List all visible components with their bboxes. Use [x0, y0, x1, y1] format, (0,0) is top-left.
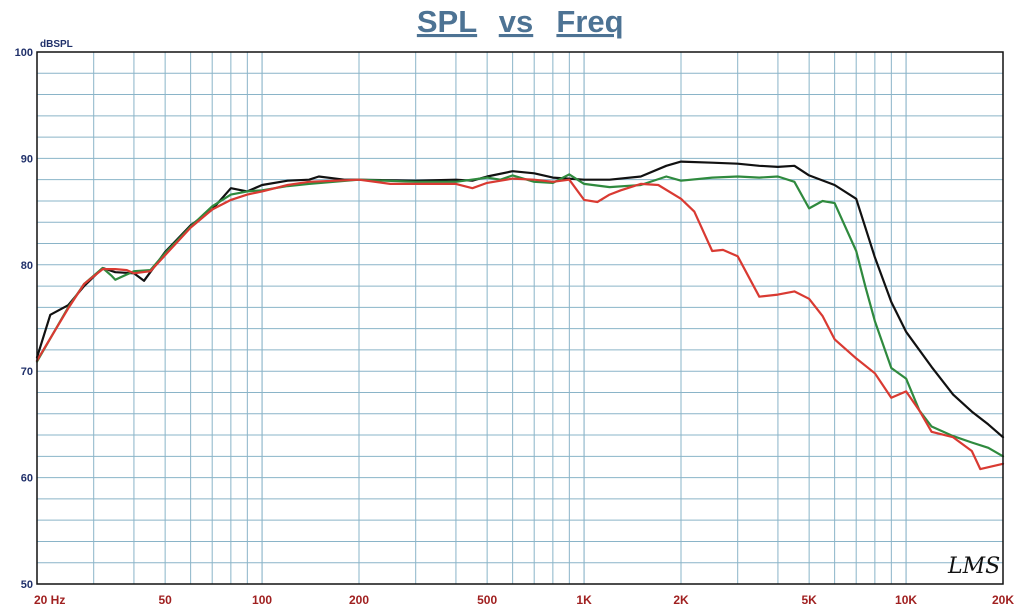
y-tick-label: 90: [21, 153, 33, 165]
x-tick-label: 5K: [801, 593, 817, 607]
grid-lines: [37, 52, 1003, 584]
x-tick-label: 10K: [895, 593, 917, 607]
chart-title-word: vs: [499, 4, 533, 39]
x-tick-label: 20 Hz: [34, 593, 65, 607]
x-tick-labels: 20 Hz 50 100 200 500 1K 2K 5K 10K 20K: [34, 593, 1014, 607]
lms-logo: LMS: [947, 554, 1000, 579]
y-tick-label: 60: [21, 473, 33, 485]
series-line-2: [35, 173, 1005, 458]
plot-background: [37, 52, 1003, 584]
x-tick-label: 50: [158, 593, 172, 607]
series-group: [35, 160, 1005, 471]
x-tick-label: 1K: [576, 593, 592, 607]
chart-title: SPL vs Freq: [417, 4, 624, 39]
y-tick-labels: 50 60 70 80 90 100: [15, 47, 33, 591]
x-tick-label: 200: [349, 593, 369, 607]
chart-title-word: SPL: [417, 4, 477, 39]
series-line-3: [35, 177, 1005, 471]
x-tick-label: 100: [252, 593, 272, 607]
y-tick-label: 50: [21, 579, 33, 591]
plot-frame: [36, 51, 1004, 585]
y-tick-label: 80: [21, 260, 33, 272]
x-tick-label: 2K: [673, 593, 689, 607]
y-tick-label: 100: [15, 47, 33, 59]
y-tick-label: 70: [21, 366, 33, 378]
y-axis-label: dBSPL: [40, 39, 73, 50]
chart-title-word: Freq: [556, 4, 623, 39]
x-tick-label: 20K: [992, 593, 1014, 607]
x-tick-label: 500: [477, 593, 497, 607]
